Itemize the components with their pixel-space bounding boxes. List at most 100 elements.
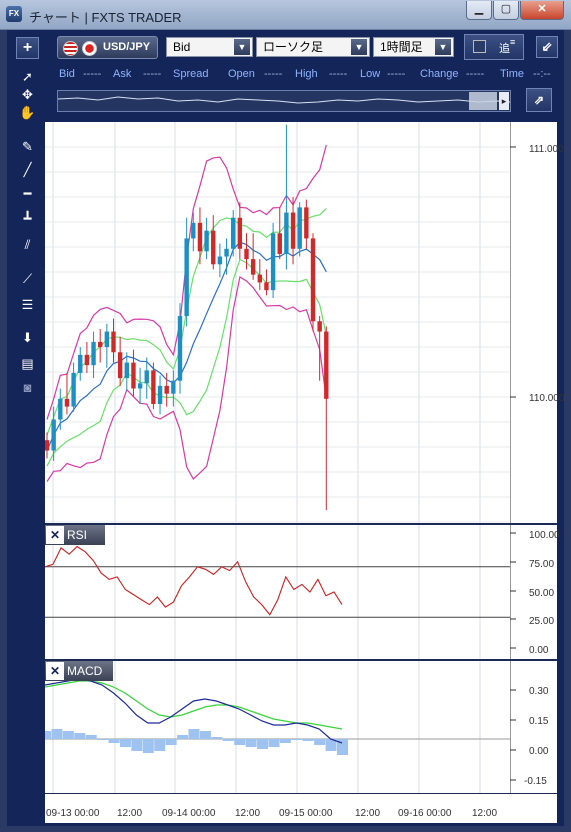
rsi-tick-0: 0.00 [529,645,549,656]
rsi-line [45,545,343,616]
bid-label: Bid [59,68,75,80]
x-tick: 12:00 [235,808,261,819]
candle-body [244,248,249,260]
macd-tick-030: 0.30 [529,686,549,697]
open-value: ----- [264,68,283,80]
candle-body [297,207,302,249]
candle-body [191,222,196,239]
candle-body [277,233,282,254]
crosshair-pointer-icon[interactable]: ✥ [22,87,33,102]
candle-body [231,217,236,249]
close-icon[interactable]: ✕ [46,526,64,544]
bid-value: ----- [83,68,102,80]
download-icon[interactable]: ⬇ [22,330,33,345]
x-tick: 09-15 00:00 [279,808,333,819]
candle-body [171,380,176,394]
add-button[interactable]: + [16,37,39,59]
candle-body [184,238,189,317]
candle-body [250,259,256,275]
macd-histogram-bar [188,729,200,739]
candle-body [310,238,316,322]
candle-body [211,230,216,265]
candle-body [84,354,90,366]
candle-body [78,354,83,373]
macd-histogram-bar [211,737,223,739]
candle-body [197,222,203,252]
maximize-button[interactable]: ▢ [493,1,519,20]
close-icon[interactable]: ✕ [46,662,64,680]
horizontal-line-icon[interactable]: ━ [23,186,32,201]
macd-histogram-bar [234,739,246,745]
y-axis [510,122,557,793]
candle-body [131,362,136,389]
candle-body [117,352,123,379]
macd-histogram-bar [302,739,314,741]
high-label: High [295,68,318,80]
vertical-line-icon[interactable]: ┻ [23,211,32,226]
macd-histogram-bar [337,739,348,755]
rsi-tick-25: 25.00 [529,616,555,627]
pointer-icon[interactable]: ➚ [22,69,33,84]
change-value: ----- [466,68,485,80]
candle-body [58,398,63,420]
candle-body [317,321,322,332]
low-value: ----- [387,68,406,80]
candle-body [157,385,163,404]
candle-body [98,341,103,348]
x-tick: 12:00 [472,808,498,819]
fibonacci-icon[interactable]: ☰ [21,297,34,312]
candle-body [164,385,169,394]
trendline-icon[interactable]: ╱ [23,162,32,177]
bollinger-inner-lower-line [46,258,327,467]
macd-histogram-bar [97,739,109,740]
scroll-right-icon[interactable]: ▸ [499,92,509,110]
x-tick: 09-13 00:00 [46,808,100,819]
candle-body [144,370,149,384]
candle-body [64,398,70,407]
candle-body [270,233,276,291]
undock-icon[interactable]: ⇙ [536,36,558,58]
macd-panel-tab[interactable]: ✕ MACD [45,661,113,681]
chart-area[interactable] [45,122,510,793]
extra-panel-button[interactable]: 追 ≡ [464,34,524,60]
price-tick-lower: 110.000 [529,393,565,404]
currency-pair-button[interactable]: USD/JPY [57,36,158,59]
us-flag-icon [63,41,78,56]
candle-body [45,440,50,451]
macd-histogram-bar [85,735,97,739]
rsi-panel-tab[interactable]: ✕ RSI [45,525,105,545]
zoom-fit-icon[interactable]: ⇗ [526,88,552,112]
macd-histogram-bar [279,739,291,743]
price-type-select[interactable]: Bid ▼ [166,37,253,57]
navigator-window[interactable] [469,92,497,110]
camera-icon[interactable]: ◙ [23,380,32,395]
chart-type-select[interactable]: ローソク足 ▼ [256,37,370,57]
macd-histogram-bar [45,731,51,739]
candle-body [224,248,229,257]
change-label: Change [420,68,459,80]
timeframe-value: 1時間足 [380,40,423,54]
price-tick-upper: 111.000 [529,144,564,155]
ask-value: ----- [143,68,162,80]
timeframe-select[interactable]: 1時間足 ▼ [373,37,454,57]
parallel-lines-icon[interactable]: ⫽ [24,237,31,252]
bollinger-lower-line [46,276,327,482]
open-label: Open [228,68,255,80]
y-axis-panel [510,122,557,793]
chart-navigator[interactable]: ▸ [57,90,511,112]
macd-signal-line [45,680,343,730]
x-axis [45,793,557,823]
app-icon: FX [6,6,22,22]
pan-hand-icon[interactable]: ✋ [19,105,36,120]
chart-type-value: ローソク足 [263,40,324,54]
close-button[interactable]: ✕ [520,1,564,20]
chevron-down-icon: ▼ [351,39,367,55]
pencil-icon[interactable]: ✎ [22,139,33,154]
macd-histogram-bar [62,731,74,739]
macd-histogram-bar [257,739,269,749]
candle-body [217,256,223,265]
list-icon[interactable]: ▤ [21,356,34,371]
fan-icon[interactable]: ⟋ [22,271,33,286]
minimize-button[interactable]: ▁ [466,1,492,20]
macd-line [45,678,343,744]
